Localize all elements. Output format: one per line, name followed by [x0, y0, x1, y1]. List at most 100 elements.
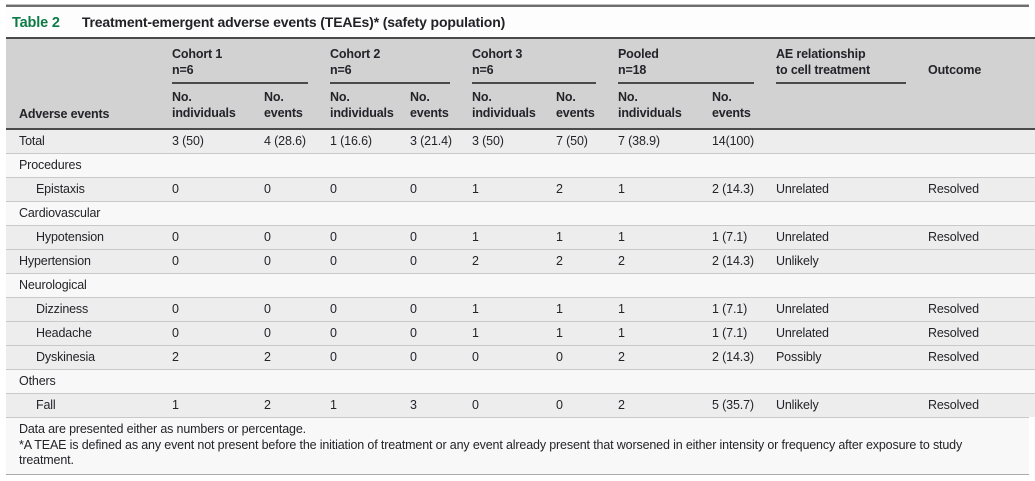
cell-value: 0 [472, 350, 479, 364]
pooled-label: Pooled [618, 47, 659, 61]
cell-value: 3 (50) [472, 134, 504, 148]
cell-outcome [920, 250, 1035, 274]
cell-value: 1 [330, 398, 337, 412]
cell-value: 0 [172, 254, 179, 268]
cell-value: 0 [264, 254, 271, 268]
top-rule [6, 4, 1029, 7]
subcol-line-events: events [712, 106, 751, 120]
cell-value: 14(100) [712, 134, 755, 148]
cell-outcome: Resolved [928, 326, 979, 340]
cell-value: 0 [330, 230, 337, 244]
cell-outcome: Resolved [928, 398, 979, 412]
cell-value: 1 [556, 302, 563, 316]
cell-value: 1 [618, 230, 625, 244]
subcol-line-individuals: individuals [472, 106, 536, 120]
cell-value: 1 [618, 326, 625, 340]
cell-value: 2 (14.3) [712, 254, 754, 268]
cell-value: 3 [410, 398, 417, 412]
subcol-line-individuals: individuals [330, 106, 394, 120]
subcolumn-pooled-individuals: No. individuals [610, 84, 704, 129]
table-row: Neurological [6, 273, 1035, 298]
cell-value: 0 [264, 326, 271, 340]
cell-value: 0 [410, 182, 417, 196]
cell-value: 1 [172, 398, 179, 412]
cell-value: 3 (50) [172, 134, 204, 148]
table-row: Dizziness 0 0 0 0 1 1 1 1 (7.1) Unrelated Resolved [6, 297, 1035, 322]
cell-relationship: Unlikely [776, 398, 819, 412]
table-row: Total 3 (50) 4 (28.6) 1 (16.6) 3 (21.4) 3 (50… [6, 129, 1035, 154]
cell-value: 2 [618, 398, 625, 412]
table-row: Cardiovascular [6, 201, 1035, 226]
subcolumn-c2-events: No. events [402, 84, 464, 129]
subcolumn-c3-events: No. events [548, 84, 610, 129]
ae-relationship-line1: AE relationship [776, 47, 866, 61]
cohort1-label: Cohort 1 [172, 47, 223, 61]
cell-value: 0 [410, 254, 417, 268]
row-label: Dyskinesia [36, 350, 95, 364]
header-sub-row: No. individuals No. events No. individua… [6, 84, 1035, 129]
row-label: Fall [36, 398, 56, 412]
table-row: Procedures [6, 153, 1035, 178]
cell-outcome: Resolved [928, 302, 979, 316]
row-label: Hypertension [19, 254, 91, 268]
cell-value: 2 [618, 350, 625, 364]
cell-relationship: Unrelated [776, 326, 829, 340]
cell-value: 1 [472, 326, 479, 340]
footnote-data-presentation: Data are presented either as numbers or … [19, 422, 306, 436]
cell-value: 0 [330, 302, 337, 316]
subcol-line-no: No. [330, 90, 350, 104]
table-header: Adverse events Cohort 1 n=6 Cohort 2 n=6 [6, 37, 1035, 129]
subcol-line-no: No. [172, 90, 192, 104]
category-row-label: Procedures [19, 158, 82, 172]
cell-relationship: Unrelated [776, 182, 829, 196]
cell-value: 0 [330, 182, 337, 196]
subcolumn-pooled-events: No. events [704, 84, 768, 129]
cell-value: 1 [472, 302, 479, 316]
table-row: Dyskinesia 2 2 0 0 0 0 2 2 (14.3) Possibly Resolve… [6, 345, 1035, 370]
cohort1-n: n=6 [172, 63, 194, 77]
row-label: Hypotension [36, 230, 104, 244]
subcolumn-c1-individuals: No. individuals [164, 84, 256, 129]
cell-value: 0 [556, 398, 563, 412]
cell-value: 2 [618, 254, 625, 268]
cell-relationship: Unlikely [776, 254, 819, 268]
row-label: Epistaxis [36, 182, 85, 196]
cell-value: 0 [410, 230, 417, 244]
table-row: Headache 0 0 0 0 1 1 1 1 (7.1) Unrelated Resolved [6, 321, 1035, 346]
cell-value: 2 (14.3) [712, 350, 754, 364]
column-header-ae-relationship: AE relationship to cell treatment [768, 37, 920, 129]
table-number-label: Table 2 [12, 15, 60, 31]
pooled-n: n=18 [618, 63, 647, 77]
cell-value: 3 (21.4) [410, 134, 452, 148]
ae-relationship-line2: to cell treatment [776, 63, 871, 77]
cell-value: 0 [410, 350, 417, 364]
subcol-line-no: No. [410, 90, 430, 104]
cell-value: 0 [264, 230, 271, 244]
cell-outcome: Resolved [928, 350, 979, 364]
cell-value: 0 [172, 182, 179, 196]
row-label: Headache [36, 326, 92, 340]
category-row-label: Cardiovascular [19, 206, 101, 220]
subcol-line-events: events [264, 106, 303, 120]
table-row: Hypotension 0 0 0 0 1 1 1 1 (7.1) Unrelated Resolv… [6, 225, 1035, 250]
cell-value: 0 [330, 254, 337, 268]
cell-value: 2 [472, 254, 479, 268]
cell-value: 2 [172, 350, 179, 364]
cell-value: 0 [410, 302, 417, 316]
column-header-outcome: Outcome [920, 37, 1035, 129]
subcol-line-individuals: individuals [618, 106, 682, 120]
cell-value: 0 [172, 230, 179, 244]
cohort3-label: Cohort 3 [472, 47, 523, 61]
footnote-teae-definition: *A TEAE is defined as any event not pres… [19, 437, 963, 468]
cell-value: 0 [264, 182, 271, 196]
cell-value: 2 [556, 254, 563, 268]
cell-value: 1 [618, 182, 625, 196]
cell-value: 2 [264, 350, 271, 364]
teae-table: Adverse events Cohort 1 n=6 Cohort 2 n=6 [6, 37, 1035, 417]
cell-value: 1 (7.1) [712, 302, 748, 316]
subcol-line-no: No. [472, 90, 492, 104]
cell-outcome: Resolved [928, 182, 979, 196]
cell-relationship: Possibly [776, 350, 822, 364]
subcolumn-c3-individuals: No. individuals [464, 84, 548, 129]
